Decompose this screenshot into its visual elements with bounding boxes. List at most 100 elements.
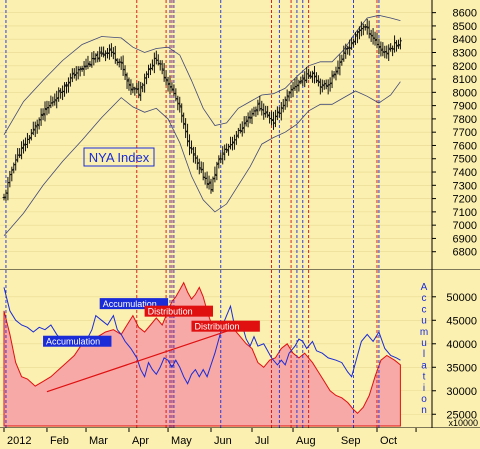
price-bar: [123, 65, 127, 81]
vertical-legend-letter: c: [422, 304, 427, 315]
time-axis-label: Jun: [214, 435, 232, 447]
price-bar: [217, 155, 221, 169]
annotation-label-box: [191, 320, 260, 332]
annotation-label-box: [144, 305, 214, 317]
price-bar: [135, 82, 139, 94]
price-bar: [225, 143, 229, 153]
price-bar: [379, 41, 383, 57]
price-bar: [270, 111, 273, 126]
price-bar: [186, 123, 189, 147]
price-bar: [129, 79, 133, 96]
indicator-tick-label: 40000: [446, 339, 477, 351]
price-tick-label: 8200: [453, 61, 477, 73]
time-axis-label: Jul: [255, 435, 269, 447]
price-bar: [367, 20, 371, 39]
price-bar: [82, 61, 86, 76]
event-markers-indicator: [5, 270, 380, 428]
price-bar: [178, 96, 182, 113]
price-tick-label: 7900: [453, 101, 477, 113]
price-bar: [297, 79, 301, 92]
price-bar: [139, 81, 143, 101]
price-tick-label: 7500: [453, 154, 477, 166]
price-bar: [254, 106, 258, 117]
price-bar: [127, 77, 131, 91]
price-bar: [289, 84, 293, 99]
price-bar: [387, 44, 391, 62]
time-axis-label: Mar: [89, 435, 108, 447]
price-tick-label: 8400: [453, 34, 477, 46]
price-bar: [27, 135, 31, 144]
price-bar: [324, 79, 328, 90]
price-bar: [358, 26, 361, 40]
price-bar: [137, 81, 141, 99]
vertical-legend-letter: A: [421, 282, 428, 293]
price-bar: [399, 37, 402, 50]
price-bar: [381, 42, 385, 57]
price-bar: [330, 70, 334, 89]
price-bar: [22, 139, 25, 154]
indicator-tick-label: 50000: [446, 292, 477, 304]
price-bar: [299, 76, 303, 85]
price-bar: [287, 90, 291, 102]
lower-band-line: [3, 81, 401, 237]
price-bar: [10, 166, 14, 182]
price-bar: [365, 18, 369, 35]
vertical-legend-letter: u: [421, 338, 427, 349]
indicator-panel: AccumulationAccumulationDistributionDist…: [0, 270, 432, 428]
price-tick-label: 8500: [453, 21, 477, 33]
price-bar: [363, 24, 367, 31]
price-bar: [240, 121, 244, 137]
price-bar: [108, 44, 111, 60]
price-bar: [264, 105, 268, 118]
indicator-vertical-legend: Accumulation: [420, 282, 428, 416]
price-tick-label: 7200: [453, 194, 477, 206]
price-bar: [309, 71, 312, 79]
price-bar: [248, 110, 252, 124]
price-series-label: NYA Index: [83, 147, 155, 167]
price-bar: [275, 106, 279, 121]
price-bar: [262, 103, 266, 120]
price-bar: [346, 45, 350, 55]
indicator-multiplier-label: x10000: [448, 418, 478, 428]
annotation-label-text: Distribution: [148, 307, 193, 317]
price-bar: [67, 77, 70, 93]
price-bar: [2, 193, 6, 201]
price-bar: [39, 108, 43, 126]
time-axis-label: May: [171, 435, 192, 447]
vertical-legend-letter: n: [421, 405, 427, 416]
annotation-label-text: Accumulation: [46, 337, 100, 347]
price-series-label-box: [83, 147, 155, 167]
price-bar: [348, 39, 352, 56]
price-bar: [113, 45, 117, 64]
price-bar: [336, 60, 340, 75]
price-bar: [295, 77, 299, 94]
price-bar: [338, 54, 342, 76]
time-axis-label: Apr: [132, 435, 149, 447]
price-bar: [342, 45, 346, 62]
vertical-legend-letter: u: [421, 316, 427, 327]
price-bar: [332, 71, 336, 79]
price-tick-label: 8600: [453, 8, 477, 20]
price-bar: [205, 171, 209, 189]
annotation-label: Accumulation: [43, 335, 112, 347]
price-bar: [31, 121, 35, 136]
trendline: [46, 326, 239, 393]
price-bar: [307, 68, 311, 80]
vertical-legend-letter: m: [420, 327, 428, 338]
price-bar: [199, 161, 203, 174]
price-bar: [256, 99, 260, 116]
price-bar: [184, 118, 188, 139]
price-bar: [344, 43, 348, 59]
price-bar: [70, 68, 74, 83]
price-bar: [96, 51, 100, 63]
indicator-labels: AccumulationAccumulationDistributionDist…: [43, 298, 260, 347]
price-bar: [328, 77, 332, 92]
price-bar: [41, 108, 45, 121]
price-bars: [2, 18, 402, 202]
price-tick-label: 8300: [453, 47, 477, 59]
price-gridlines: [0, 12, 432, 253]
price-bar: [86, 55, 90, 70]
price-bar: [164, 70, 168, 86]
